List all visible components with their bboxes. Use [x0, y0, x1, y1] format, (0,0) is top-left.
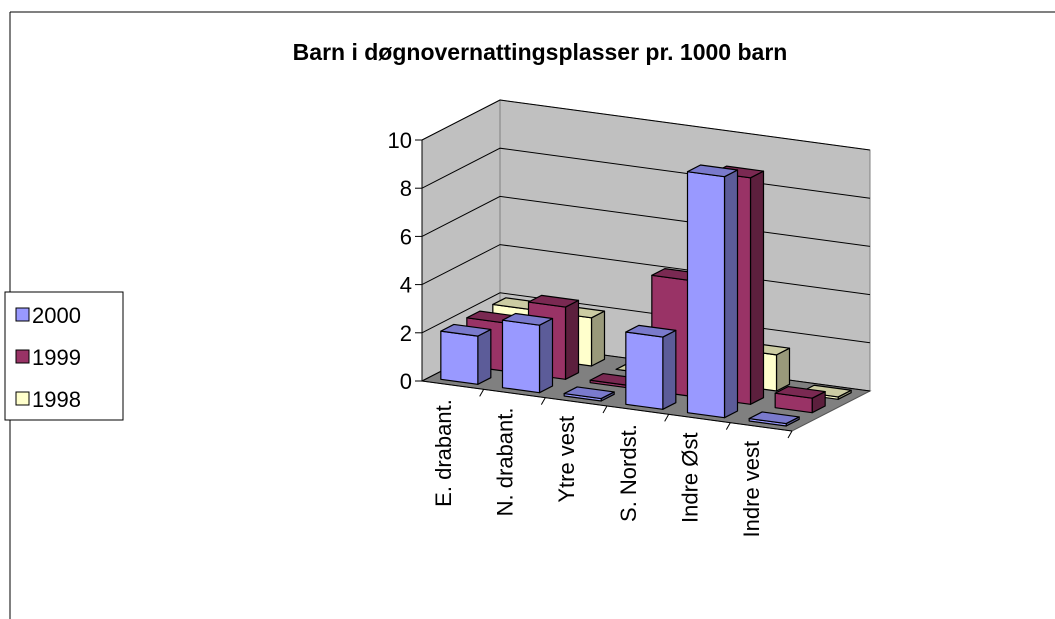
bar-top [563, 386, 615, 400]
legend-label: 2000 [32, 303, 81, 328]
bar [501, 312, 554, 394]
y-tick-label: 8 [400, 176, 412, 201]
chart-title: Barn i døgnovernattingsplasser pr. 1000 … [293, 39, 788, 65]
bar [774, 385, 826, 414]
bar [440, 323, 492, 385]
bar-side [662, 329, 677, 410]
y-tick-label: 10 [388, 128, 412, 153]
bar [748, 411, 800, 427]
bar-side [775, 347, 791, 392]
bar-top [440, 323, 492, 337]
bar-front [686, 171, 726, 419]
bar [686, 164, 739, 419]
bar-top [625, 324, 677, 338]
y-tick-label: 0 [400, 369, 412, 394]
x-tick [479, 389, 485, 397]
x-tick [540, 397, 546, 405]
bar-front [625, 331, 664, 410]
x-tick-label: N. drabant. [493, 408, 518, 517]
bar [625, 324, 677, 410]
y-tick-label: 4 [400, 273, 412, 298]
bar-top [800, 384, 852, 398]
legend-label: 1999 [32, 345, 81, 370]
bar-side [564, 299, 580, 380]
x-tick-label: Indre Øst [678, 433, 703, 523]
bar-front [501, 319, 541, 394]
x-tick [787, 430, 793, 439]
bar-side [590, 310, 606, 367]
y-tick-label: 6 [400, 224, 412, 249]
bar-front [440, 330, 479, 385]
legend-swatch [15, 391, 30, 406]
bar-side [723, 169, 739, 419]
y-tick-label: 2 [400, 321, 412, 346]
bar-top [774, 385, 826, 399]
bar-side [749, 170, 765, 405]
bar [563, 386, 615, 402]
legend-swatch [15, 349, 30, 364]
bar-top [748, 411, 800, 425]
x-tick-label: E. drabant. [431, 399, 456, 507]
bar-side [538, 317, 554, 394]
x-tick-label: S. Nordst. [616, 424, 641, 522]
bar-side [477, 328, 492, 385]
x-tick-label: Ytre vest [554, 416, 579, 503]
legend-swatch [15, 307, 30, 322]
x-tick [725, 422, 731, 430]
bar-top [501, 312, 554, 326]
x-tick [602, 405, 608, 414]
bar-top [686, 164, 739, 178]
bar-top [527, 294, 580, 308]
x-tick [664, 414, 670, 422]
grid-line [421, 99, 871, 151]
legend-label: 1998 [32, 387, 81, 412]
x-tick-label: Indre vest [739, 441, 764, 538]
